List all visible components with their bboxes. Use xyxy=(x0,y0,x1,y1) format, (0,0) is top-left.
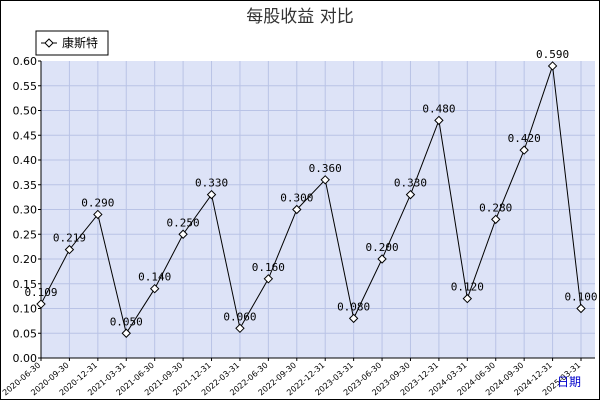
data-label: 0.080 xyxy=(337,300,370,313)
data-point-marker xyxy=(462,293,473,304)
data-point-marker xyxy=(547,61,558,71)
y-tick-label: 0.50 xyxy=(13,105,38,118)
data-point-marker xyxy=(320,175,330,185)
y-tick-label: 0.25 xyxy=(13,228,38,241)
data-point-marker xyxy=(206,189,217,200)
data-label: 0.360 xyxy=(309,162,342,175)
data-point-marker xyxy=(491,214,501,225)
data-label: 0.160 xyxy=(252,261,285,274)
data-point-marker xyxy=(576,303,586,314)
data-point-marker xyxy=(149,283,160,294)
data-point-marker xyxy=(292,204,302,215)
data-label: 0.100 xyxy=(564,291,597,304)
y-tick-label: 0.35 xyxy=(13,179,38,192)
data-point-marker xyxy=(519,145,529,155)
chart-title: 每股收益 对比 xyxy=(246,7,353,27)
data-label: 0.590 xyxy=(536,48,569,61)
data-label: 0.250 xyxy=(167,216,200,229)
y-tick-label: 0.30 xyxy=(13,204,38,217)
data-label: 0.050 xyxy=(110,315,143,328)
data-label: 0.140 xyxy=(138,271,171,284)
data-point-marker xyxy=(178,229,188,239)
data-labels: 0.109 0.219 0.290 0.050 0.140 0.250 0.330 0.060… xyxy=(24,48,597,328)
legend-label: 康斯特 xyxy=(62,35,98,50)
y-tick-label: 0.55 xyxy=(13,80,38,93)
legend-diamond-marker xyxy=(44,38,54,48)
data-point-marker xyxy=(64,244,75,255)
y-tick-label: 0.00 xyxy=(13,352,38,365)
y-tick-label: 0.10 xyxy=(13,303,38,316)
y-tick-label: 0.40 xyxy=(13,154,38,167)
data-point-marker xyxy=(93,209,103,220)
data-point-marker xyxy=(36,299,46,309)
data-label: 0.280 xyxy=(479,201,512,214)
data-label: 0.330 xyxy=(394,177,427,190)
y-tick-label: 0.45 xyxy=(13,129,38,142)
series-line xyxy=(40,65,582,335)
x-axis-title: 日期 xyxy=(557,375,581,389)
data-point-marker xyxy=(348,313,359,324)
data-point-marker xyxy=(377,254,387,264)
data-label: 0.420 xyxy=(508,132,541,145)
y-tick-label: 0.20 xyxy=(13,253,38,266)
data-label: 0.330 xyxy=(195,177,228,190)
series-group xyxy=(36,61,586,338)
y-tick-label: 0.15 xyxy=(13,278,38,291)
data-label: 0.290 xyxy=(81,196,114,209)
legend: 康斯特 xyxy=(35,30,109,56)
data-point-marker xyxy=(235,323,245,334)
data-label: 0.109 xyxy=(24,286,57,299)
data-point-marker xyxy=(434,115,444,126)
data-label: 0.120 xyxy=(451,281,484,294)
data-label: 0.300 xyxy=(280,192,313,205)
y-tick-label: 0.05 xyxy=(13,327,38,340)
data-point-marker xyxy=(263,274,274,284)
grid xyxy=(41,61,595,358)
y-tick-label: 0.60 xyxy=(13,55,38,68)
data-label: 0.200 xyxy=(365,241,398,254)
data-label: 0.480 xyxy=(422,102,455,115)
data-point-marker xyxy=(121,328,131,338)
data-label: 0.060 xyxy=(223,310,256,323)
data-point-marker xyxy=(405,189,416,200)
data-label: 0.219 xyxy=(53,232,86,245)
